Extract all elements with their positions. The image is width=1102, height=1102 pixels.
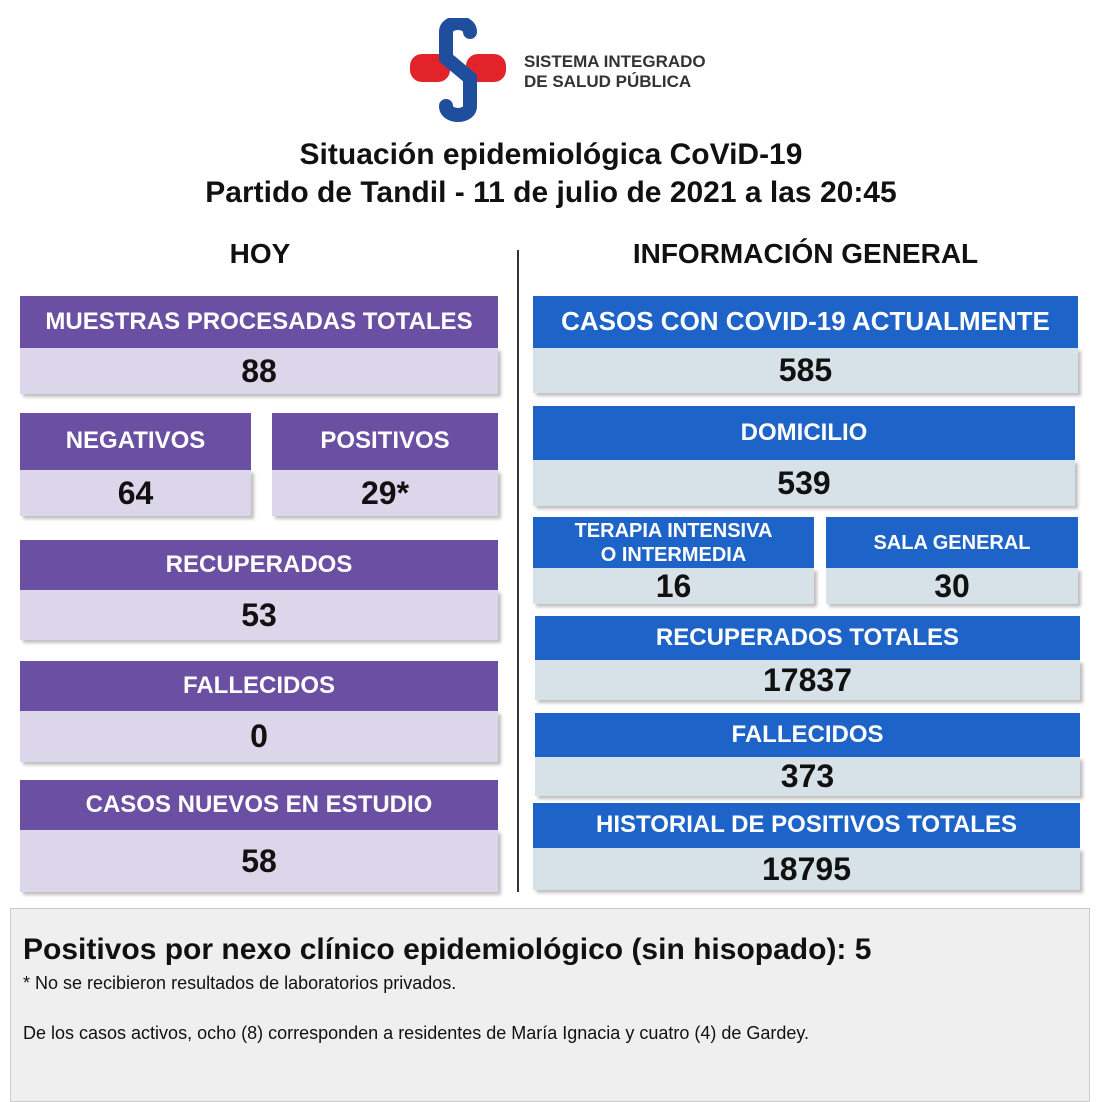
box-value: 17837 [535,660,1080,700]
box-value: 88 [20,348,498,394]
box-label: POSITIVOS [272,413,498,470]
box-label: TERAPIA INTENSIVA O INTERMEDIA [533,517,814,568]
box-label: FALLECIDOS [20,661,498,711]
subtitle: Partido de Tandil - 11 de julio de 2021 … [205,176,897,209]
box-value: 0 [20,711,498,762]
divider [517,250,519,892]
logo-icon [410,18,506,122]
box-label: RECUPERADOS [20,540,498,590]
box-value: 585 [533,348,1078,393]
box-value: 16 [533,568,814,604]
footer-text: De los casos activos, ocho (8) correspon… [23,1023,810,1043]
box-value: 58 [20,830,498,892]
box-label: DOMICILIO [533,406,1075,460]
box-label: RECUPERADOS TOTALES [535,616,1080,660]
box-label: SALA GENERAL [826,517,1078,568]
box-value: 373 [535,757,1080,796]
footer-title: Positivos por nexo clínico epidemiológic… [23,933,872,966]
header: Situación epidemiológica CoViD-19 Partid… [0,136,1102,212]
title: Situación epidemiológica CoViD-19 [299,138,803,171]
box-value: 64 [20,470,251,516]
box-value: 539 [533,460,1075,506]
box-label: FALLECIDOS [535,713,1080,757]
box-label: NEGATIVOS [20,413,251,470]
box-value: 30 [826,568,1078,604]
box-label: CASOS CON COVID-19 ACTUALMENTE [533,296,1078,348]
box-label: CASOS NUEVOS EN ESTUDIO [20,780,498,830]
section-heading: HOY [229,238,291,269]
logo-text: SISTEMA INTEGRADO DE SALUD PÚBLICA [524,52,706,92]
box-label: MUESTRAS PROCESADAS TOTALES [20,296,498,348]
logo-line: SISTEMA INTEGRADO [524,52,706,71]
footer-note: * No se recibieron resultados de laborat… [23,973,457,993]
box-label: HISTORIAL DE POSITIVOS TOTALES [533,803,1080,848]
logo-line: DE SALUD PÚBLICA [524,72,692,91]
section-heading: INFORMACIÓN GENERAL [632,238,979,269]
box-value: 53 [20,590,498,640]
box-value: 18795 [533,848,1080,890]
box-value: 29* [272,470,498,516]
footer: Positivos por nexo clínico epidemiológic… [10,908,1090,1102]
